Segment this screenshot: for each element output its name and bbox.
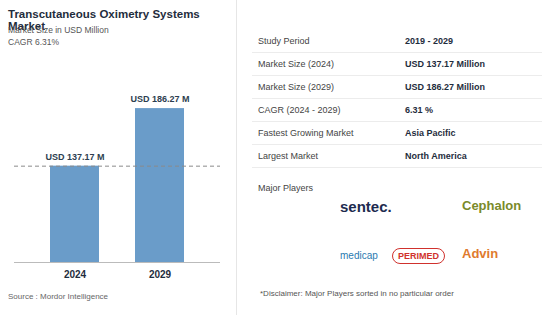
- html-text:USD 137.17 Million: USD 137.17 Million: [405, 59, 485, 69]
- html-text:North America: North America: [405, 151, 467, 161]
- html-text:sentec.: sentec.: [340, 198, 392, 215]
- html-text:medicap: medicap: [340, 250, 378, 261]
- svg-text:2029: 2029: [149, 269, 172, 280]
- html-text:Transcutaneous Oximetry System: Transcutaneous Oximetry Systems Market: [8, 8, 200, 32]
- svg-text:USD 137.17 M: USD 137.17 M: [45, 152, 104, 162]
- html-text:6.31 %: 6.31 %: [405, 105, 433, 115]
- html-text:Largest Market: Largest Market: [258, 151, 318, 161]
- html-text:Market Size (2029): Market Size (2029): [258, 82, 334, 92]
- html-text:USD 186.27 Million: USD 186.27 Million: [405, 82, 485, 92]
- svg-text:2024: 2024: [64, 269, 87, 280]
- svg-text:USD 186.27 M: USD 186.27 M: [130, 94, 189, 104]
- html-text:2019 - 2029: 2019 - 2029: [405, 36, 453, 46]
- html-text:CAGR 6.31%: CAGR 6.31%: [8, 37, 59, 47]
- html-text:Study Period: Study Period: [258, 36, 310, 46]
- html-text:PERIMED: PERIMED: [398, 251, 439, 261]
- html-text:Cephalon: Cephalon: [462, 198, 522, 213]
- html-text:Asia Pacific: Asia Pacific: [405, 128, 456, 138]
- html-text:CAGR (2024 - 2029): CAGR (2024 - 2029): [258, 105, 341, 115]
- html-text:Fastest Growing Market: Fastest Growing Market: [258, 128, 354, 138]
- html-text:Advin: Advin: [462, 246, 499, 261]
- html-text:Market Size (2024): Market Size (2024): [258, 59, 334, 69]
- html-text:Source : Mordor Intelligence: Source : Mordor Intelligence: [8, 292, 109, 301]
- html-text:Major Players: Major Players: [258, 183, 313, 193]
- html-text:Market Size in USD Million: Market Size in USD Million: [8, 25, 109, 35]
- html-text:*Disclaimer: Major Players sor: *Disclaimer: Major Players sorted in no …: [260, 289, 454, 298]
